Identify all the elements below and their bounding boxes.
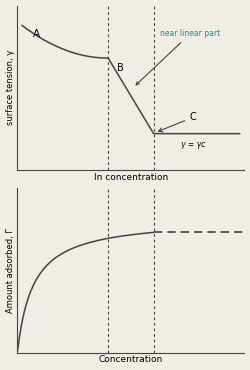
Text: A: A: [33, 28, 40, 38]
X-axis label: ln concentration: ln concentration: [94, 172, 168, 182]
X-axis label: Concentration: Concentration: [99, 356, 163, 364]
Y-axis label: Amount adsorbed, Γ: Amount adsorbed, Γ: [6, 228, 15, 313]
Text: γ = γc: γ = γc: [181, 140, 205, 149]
Text: near linear part: near linear part: [136, 29, 221, 85]
Text: C: C: [158, 112, 197, 132]
Y-axis label: surface tension, γ: surface tension, γ: [6, 50, 15, 125]
Text: B: B: [117, 63, 124, 73]
